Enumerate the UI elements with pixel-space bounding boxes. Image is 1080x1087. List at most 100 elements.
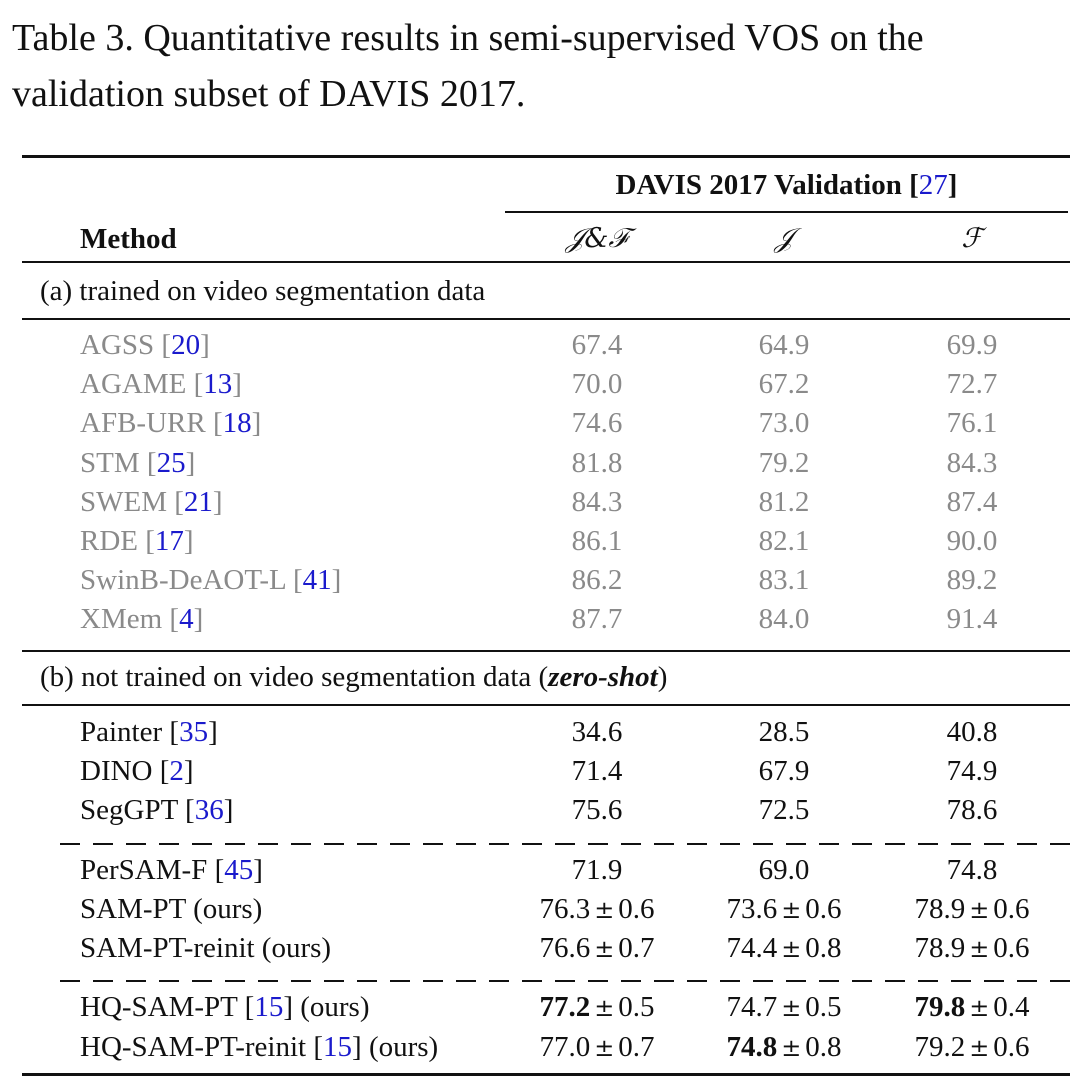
- f-number: 79.8: [914, 991, 966, 1023]
- method-name: AFB-URR [18]: [80, 407, 262, 440]
- j-value: 69.0: [680, 851, 888, 889]
- group-dashed-rule-1: [60, 843, 1070, 845]
- method-label: HQ-SAM-PT-reinit: [80, 1031, 307, 1063]
- plus-minus-symbol: ±: [594, 935, 615, 963]
- j-number: 74.7: [726, 991, 778, 1023]
- f-value: 79.8 ±0.4: [868, 988, 1076, 1027]
- jf-value: 71.4: [493, 752, 701, 790]
- f-value: 78.9 ±0.6: [868, 890, 1076, 929]
- citation-link[interactable]: 35: [179, 716, 209, 748]
- jf-value: 34.6: [493, 713, 701, 751]
- j-value: 28.5: [680, 713, 888, 751]
- citation-link[interactable]: 17: [154, 525, 184, 557]
- f-number: 89.2: [946, 564, 998, 597]
- plus-minus-symbol: ±: [781, 994, 802, 1022]
- citation-link[interactable]: 41: [302, 564, 332, 597]
- jf-number: 67.4: [571, 329, 623, 361]
- table-row: HQ-SAM-PT-reinit [15] (ours) 77.0 ±0.7 74.8…: [0, 1028, 1080, 1066]
- citation-link[interactable]: 15: [254, 991, 284, 1023]
- citation-link[interactable]: 45: [224, 854, 254, 886]
- j-number: 83.1: [758, 564, 810, 597]
- f-number: 74.9: [946, 755, 998, 787]
- method-label: HQ-SAM-PT: [80, 991, 238, 1023]
- f-number: 78.9: [914, 893, 966, 925]
- j-value: 74.4 ±0.8: [680, 929, 888, 968]
- f-number: 91.4: [946, 603, 998, 636]
- method-header: Method: [80, 223, 177, 255]
- method-label: SwinB-DeAOT-L: [80, 564, 286, 597]
- plus-minus-symbol: ±: [594, 896, 615, 924]
- table-row: RDE [17] 86.1 82.1 90.0: [0, 522, 1080, 560]
- citation-link[interactable]: 21: [183, 485, 213, 518]
- f-value: 78.6: [868, 791, 1076, 829]
- f-value: 90.0: [868, 522, 1076, 560]
- f-number: 79.2: [914, 1031, 966, 1063]
- method-name: STM [25]: [80, 446, 196, 479]
- f-number: 72.7: [946, 368, 998, 401]
- f-value: 84.3: [868, 444, 1076, 482]
- f-number: 84.3: [946, 446, 998, 479]
- section-a-label: (a) trained on video segmentation data: [40, 275, 486, 307]
- jf-value: 84.3: [493, 483, 701, 521]
- citation-link[interactable]: 18: [222, 407, 252, 440]
- j-value: 81.2: [680, 483, 888, 521]
- j-value: 84.0: [680, 600, 888, 638]
- method-name: RDE [17]: [80, 525, 194, 557]
- table-row: SAM-PT-reinit (ours) 76.6 ±0.7 74.4 ±0.8 78.9…: [0, 929, 1080, 967]
- j-number: 73.6: [726, 893, 778, 925]
- method-name: SWEM [21]: [80, 485, 223, 518]
- j-value: 74.8 ±0.8: [680, 1028, 888, 1067]
- plus-minus-symbol: ±: [781, 896, 802, 924]
- citation-link[interactable]: 36: [194, 794, 224, 826]
- table-row: AGAME [13] 70.0 67.2 72.7: [0, 365, 1080, 403]
- j-number: 64.9: [758, 329, 810, 361]
- j-number: 74.8: [726, 1031, 778, 1063]
- f-value: 87.4: [868, 483, 1076, 521]
- j-value: 82.1: [680, 522, 888, 560]
- method-label: RDE: [80, 525, 138, 557]
- citation-link[interactable]: 13: [203, 368, 233, 401]
- f-number: 78.9: [914, 932, 966, 964]
- jf-number: 77.2: [539, 991, 591, 1023]
- method-name: XMem [4]: [80, 603, 204, 636]
- method-label: SAM-PT-reinit (ours): [80, 932, 332, 964]
- f-header: ℱ: [961, 223, 983, 254]
- f-std: 0.6: [993, 893, 1030, 925]
- citation-link[interactable]: 20: [171, 329, 201, 361]
- citation-link[interactable]: 4: [179, 603, 194, 636]
- jf-number: 87.7: [571, 603, 623, 636]
- method-label: XMem: [80, 603, 163, 636]
- method-name: DINO [2]: [80, 755, 194, 787]
- group-underline: [505, 211, 1068, 213]
- jf-value: 76.6 ±0.7: [493, 929, 701, 968]
- jf-number: 81.8: [571, 446, 623, 479]
- plus-minus-symbol: ±: [781, 1034, 802, 1062]
- f-value: 79.2 ±0.6: [868, 1028, 1076, 1067]
- table-row: PerSAM-F [45] 71.9 69.0 74.8: [0, 851, 1080, 889]
- f-value: 74.8: [868, 851, 1076, 889]
- jf-number: 76.6: [539, 932, 591, 964]
- j-number: 28.5: [758, 716, 810, 748]
- citation-link[interactable]: 2: [169, 755, 184, 787]
- citation-link[interactable]: 27: [918, 169, 948, 201]
- plus-minus-symbol: ±: [969, 935, 990, 963]
- group-dashed-rule-2: [60, 980, 1070, 982]
- j-value: 67.2: [680, 365, 888, 403]
- jf-header: 𝒥&ℱ: [565, 223, 629, 254]
- jf-number: 70.0: [571, 368, 623, 401]
- j-value: 73.0: [680, 404, 888, 442]
- method-name: Painter [35]: [80, 716, 218, 748]
- method-suffix: (ours): [292, 991, 370, 1023]
- jf-value: 67.4: [493, 326, 701, 364]
- f-value: 89.2: [868, 561, 1076, 599]
- jf-value: 81.8: [493, 444, 701, 482]
- f-value: 78.9 ±0.6: [868, 929, 1076, 968]
- table-row: SWEM [21] 84.3 81.2 87.4: [0, 483, 1080, 521]
- jf-value: 75.6: [493, 791, 701, 829]
- citation-link[interactable]: 15: [323, 1031, 353, 1063]
- f-value: 91.4: [868, 600, 1076, 638]
- method-label: STM: [80, 446, 140, 479]
- citation-link[interactable]: 25: [156, 446, 186, 479]
- plus-minus-symbol: ±: [969, 994, 990, 1022]
- jf-number: 77.0: [539, 1031, 591, 1063]
